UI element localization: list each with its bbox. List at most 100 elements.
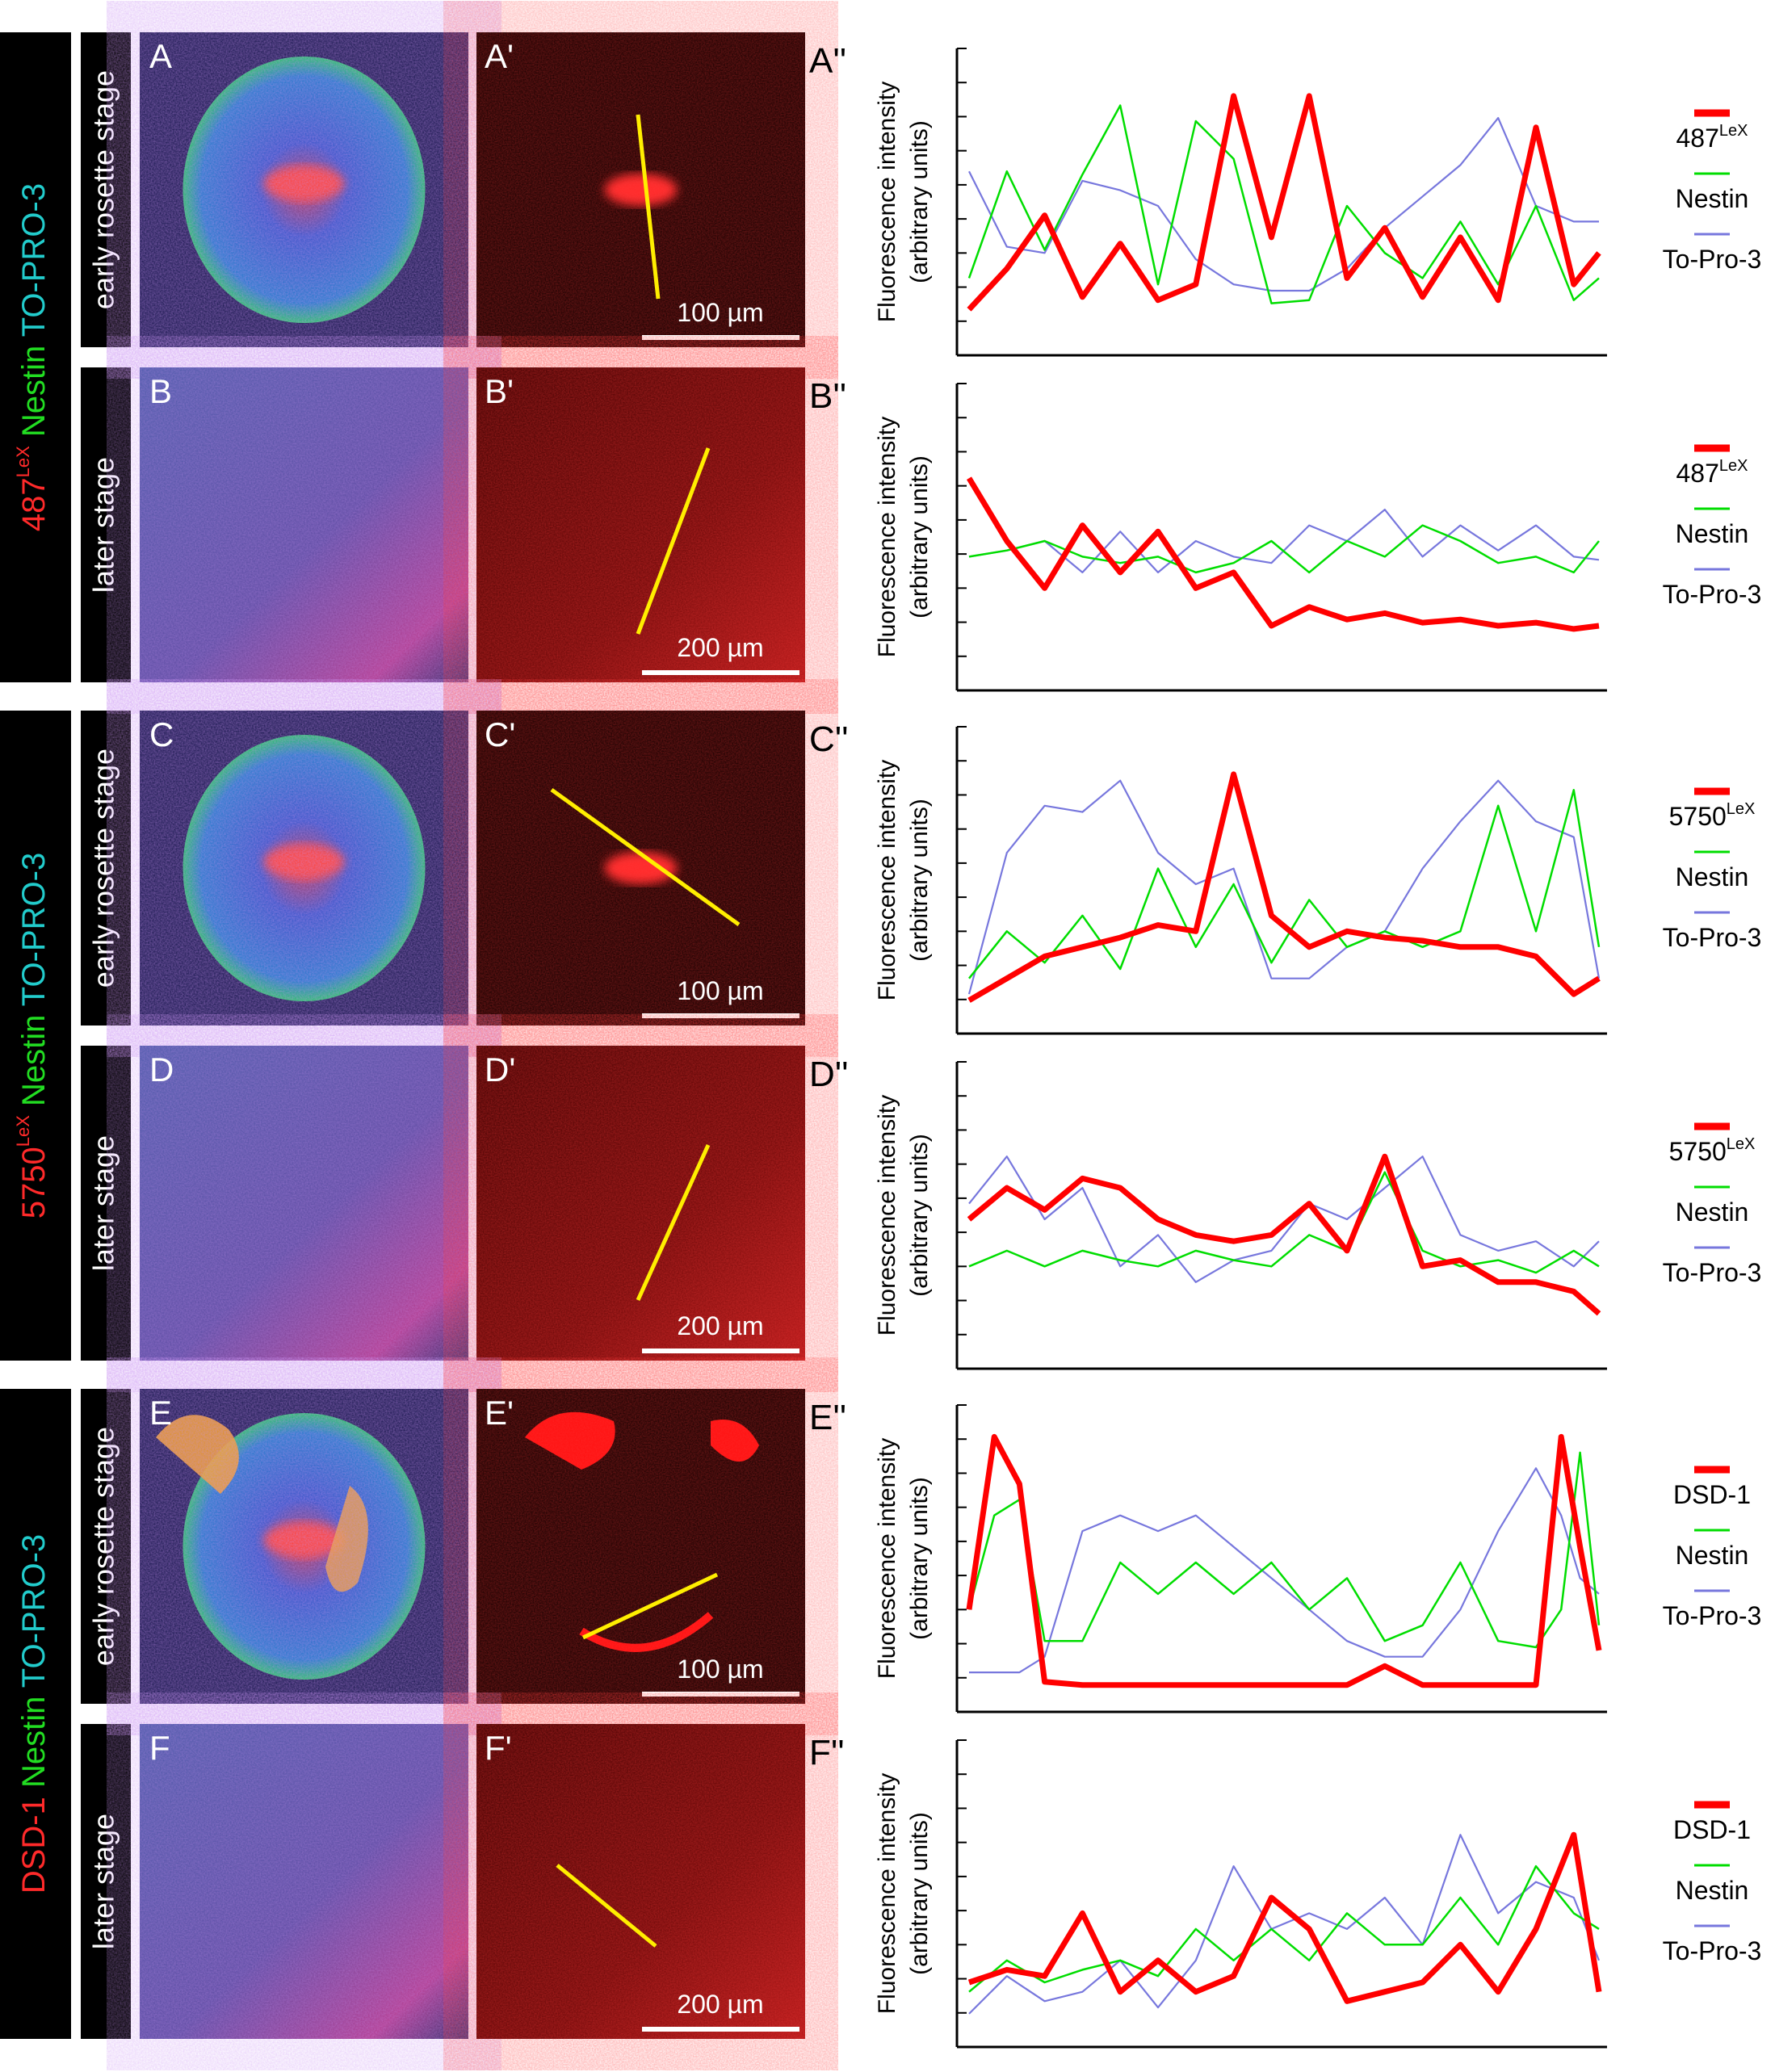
merged-image-C — [140, 711, 468, 1026]
stain-marker: 487 — [16, 477, 52, 531]
plot-letter: D'' — [809, 1055, 849, 1094]
stage-bar-3 — [81, 1046, 131, 1361]
legend-label: 487LeX — [1676, 457, 1748, 488]
profile-line — [556, 1864, 657, 1948]
panel-letter: F — [149, 1729, 170, 1767]
plot-E'': Fluorescence intensity (arbitrary units) E… — [809, 1398, 1761, 1713]
panel-letter: C — [149, 715, 174, 753]
panel-letter-prime: A' — [485, 37, 514, 75]
scale-bar — [642, 670, 799, 675]
stage-bar-2 — [81, 711, 131, 1026]
legend-label: Nestin — [1676, 1197, 1749, 1227]
series-to-pro-3 — [968, 1834, 1601, 2015]
stain-marker-sup: LeX — [13, 1115, 33, 1147]
y-axis-label-2: (arbitrary units) — [906, 120, 933, 283]
legend-label: 5750LeX — [1669, 800, 1756, 831]
plot-A'': Fluorescence intensity (arbitrary units) A… — [809, 41, 1761, 357]
scale-bar-label: 100 µm — [677, 1655, 763, 1684]
y-axis-label-2: (arbitrary units) — [906, 1134, 933, 1297]
profile-line — [636, 1143, 711, 1302]
panel-letter-prime: F' — [485, 1729, 512, 1767]
series-nestin — [968, 1171, 1600, 1274]
y-axis-label-2: (arbitrary units) — [906, 455, 933, 619]
series-nestin — [968, 524, 1600, 574]
stain-label-0: 487LeX Nestin TO-PRO-3 — [13, 183, 52, 531]
y-axis-label-1: Fluorescence intensity — [874, 760, 900, 1000]
panel-letter: E — [149, 1394, 172, 1432]
plot-letter: C'' — [809, 719, 849, 759]
stain-b: Nestin — [16, 346, 52, 447]
y-axis-label-1: Fluorescence intensity — [874, 82, 900, 322]
legend-label: Nestin — [1676, 519, 1749, 548]
stain-marker: DSD-1 — [16, 1797, 52, 1894]
y-axis-label-1: Fluorescence intensity — [874, 1773, 900, 2014]
legend-label: To-Pro-3 — [1663, 923, 1762, 952]
panel-letter: A — [149, 37, 172, 75]
series-to-pro-3 — [968, 508, 1600, 574]
series-nestin — [967, 1451, 1601, 1649]
stain-label-1: 5750LeX Nestin TO-PRO-3 — [13, 853, 52, 1218]
profile-line — [550, 787, 741, 927]
merged-image-F — [140, 1724, 468, 2039]
scale-bar-label: 100 µm — [677, 298, 763, 327]
legend-label: To-Pro-3 — [1663, 1258, 1762, 1287]
stain-bar-2 — [0, 1389, 71, 2039]
scale-bar-label: 200 µm — [677, 633, 763, 662]
stage-bar-5 — [81, 1724, 131, 2039]
legend-label: Nestin — [1676, 862, 1749, 891]
series-to-pro-3 — [967, 779, 1601, 995]
stain-marker-sup: LeX — [13, 446, 33, 477]
stage-label: later stage — [87, 457, 120, 593]
merged-image-A — [140, 32, 468, 347]
profile-line — [581, 1572, 719, 1640]
stain-marker: 5750 — [16, 1147, 52, 1218]
series-nestin — [968, 1864, 1600, 1993]
series-dsd-1 — [966, 1433, 1602, 1688]
stain-bar-1 — [0, 711, 71, 1361]
profile-line — [636, 447, 711, 635]
stain-bar-0 — [0, 32, 71, 682]
plot-letter: E'' — [809, 1398, 846, 1437]
series-to-pro-3 — [969, 1467, 1600, 1674]
panel-letter-prime: D' — [485, 1051, 515, 1088]
red-image-F' — [476, 1724, 805, 2039]
scale-bar-label: 100 µm — [677, 976, 763, 1005]
series-5750lex — [967, 771, 1601, 1003]
scale-bar-label: 200 µm — [677, 1990, 763, 2019]
legend-label: 487LeX — [1676, 122, 1748, 153]
plot-C'': Fluorescence intensity (arbitrary units) C… — [809, 719, 1762, 1035]
plot-D'': Fluorescence intensity (arbitrary units) D… — [809, 1055, 1762, 1370]
legend-label: Nestin — [1676, 1541, 1749, 1570]
series-to-pro-3 — [968, 117, 1599, 292]
legend-label: DSD-1 — [1673, 1815, 1751, 1844]
stain-a: TO-PRO-3 — [16, 1534, 52, 1697]
series-487lex — [967, 93, 1601, 312]
stain-a: TO-PRO-3 — [16, 853, 52, 1015]
scale-bar — [642, 1692, 799, 1697]
stain-b: Nestin — [16, 1015, 52, 1116]
merged-image-E — [140, 1389, 468, 1704]
legend-label: Nestin — [1676, 184, 1749, 213]
panel-letter: B — [149, 372, 172, 410]
red-image-D' — [476, 1046, 805, 1361]
red-image-A' — [476, 32, 805, 347]
y-axis-label-2: (arbitrary units) — [906, 1812, 933, 1975]
stage-label: later stage — [87, 1135, 120, 1271]
plot-letter: B'' — [809, 376, 846, 416]
stage-label: early rosette stage — [87, 1427, 120, 1666]
plot-B'': Fluorescence intensity (arbitrary units) B… — [809, 376, 1762, 692]
scale-bar — [642, 1013, 799, 1018]
stage-label: early rosette stage — [87, 70, 120, 309]
profile-line — [636, 114, 661, 300]
panel-letter-prime: C' — [485, 715, 515, 753]
panel-letter: D — [149, 1051, 174, 1088]
scale-bar — [642, 335, 799, 340]
y-axis-label-1: Fluorescence intensity — [874, 1438, 900, 1679]
scale-bar — [642, 2027, 799, 2032]
legend-label: To-Pro-3 — [1663, 580, 1762, 609]
stain-b: Nestin — [16, 1697, 52, 1797]
stage-bar-4 — [81, 1389, 131, 1704]
y-axis-label-1: Fluorescence intensity — [874, 1095, 900, 1336]
plot-letter: F'' — [809, 1733, 845, 1772]
